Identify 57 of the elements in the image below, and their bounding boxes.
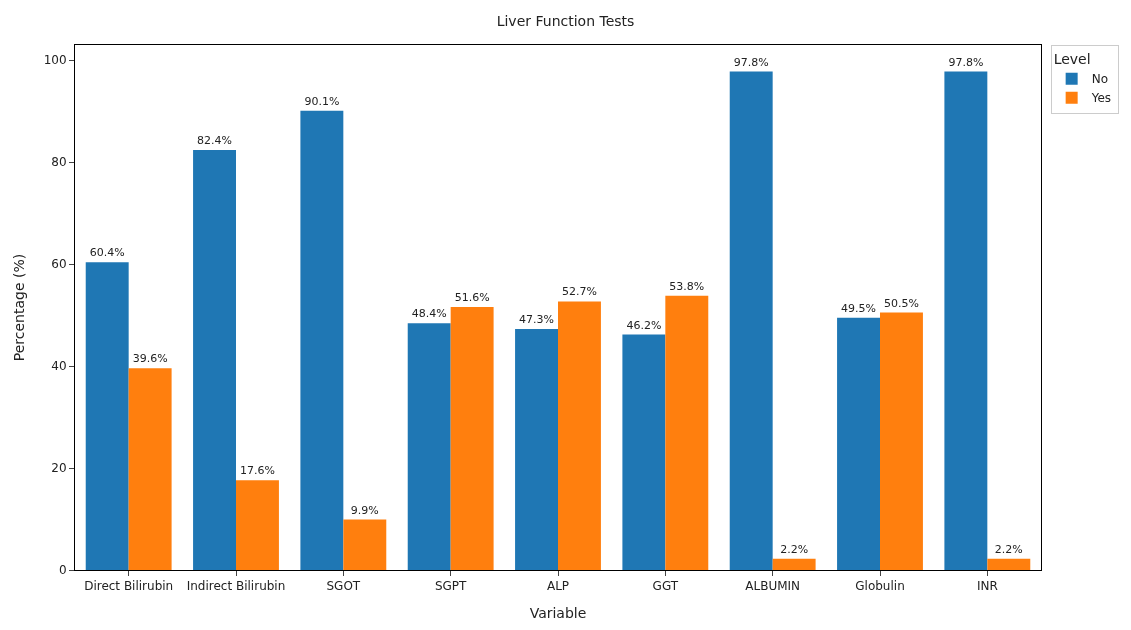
- bar: [622, 334, 666, 570]
- bar: [558, 301, 601, 570]
- data-label: 2.2%: [994, 542, 1023, 556]
- bar: [880, 312, 923, 570]
- x-tick-label: ALP: [546, 579, 570, 594]
- x-tick-label: Globulin: [855, 579, 905, 594]
- bar: [665, 295, 709, 570]
- y-axis-title: Percentage (%): [11, 253, 28, 362]
- bar: [772, 558, 816, 570]
- data-label: 82.4%: [197, 134, 233, 147]
- legend-label: Yes: [1090, 91, 1112, 106]
- data-label: 90.1%: [304, 94, 340, 108]
- bar: [236, 480, 279, 570]
- y-tick-label: 40: [51, 359, 67, 374]
- bar: [450, 306, 494, 570]
- legend-label: No: [1091, 72, 1108, 87]
- bar: [300, 110, 344, 570]
- bar: [85, 262, 129, 570]
- x-tick-label: SGOT: [326, 579, 361, 594]
- data-label: 48.4%: [411, 307, 447, 321]
- bar: [515, 328, 558, 570]
- bar: [987, 558, 1031, 570]
- data-label: 97.8%: [948, 55, 984, 69]
- x-tick-label: ALBUMIN: [745, 579, 801, 594]
- data-label: 39.6%: [132, 352, 168, 366]
- y-tick-label: 20: [51, 461, 67, 476]
- data-label: 97.8%: [733, 55, 769, 69]
- bar: [343, 519, 387, 570]
- x-tick-label: Direct Bilirubin: [84, 579, 174, 594]
- bar: [944, 71, 988, 570]
- y-tick-label: 60: [51, 257, 67, 272]
- data-label: 60.4%: [89, 246, 125, 260]
- x-tick-label: Indirect Bilirubin: [186, 579, 286, 594]
- data-label: 50.5%: [883, 296, 919, 310]
- x-tick-label: GGT: [652, 579, 679, 594]
- data-label: 17.6%: [239, 464, 275, 478]
- legend-title: Level: [1053, 51, 1091, 68]
- y-tick-label: 0: [58, 563, 67, 578]
- data-label: 52.7%: [561, 285, 597, 299]
- x-axis-title: Variable: [529, 604, 587, 621]
- data-label: 49.5%: [841, 301, 877, 315]
- bar: [407, 323, 451, 570]
- data-label: 2.2%: [780, 542, 809, 556]
- bar: [128, 368, 172, 570]
- bar: [729, 71, 773, 570]
- bar: [837, 317, 880, 570]
- data-label: 53.8%: [669, 279, 705, 293]
- data-label: 9.9%: [350, 503, 379, 517]
- data-label: 51.6%: [454, 290, 490, 304]
- y-tick-label: 80: [51, 155, 67, 170]
- data-label: 47.3%: [519, 312, 555, 326]
- y-tick-label: 100: [43, 53, 67, 68]
- x-tick-label: INR: [976, 579, 998, 594]
- x-tick-label: SGPT: [434, 579, 468, 594]
- data-label: 46.2%: [626, 318, 662, 332]
- chart-title: Liver Function Tests: [496, 12, 635, 29]
- bar: [193, 150, 236, 570]
